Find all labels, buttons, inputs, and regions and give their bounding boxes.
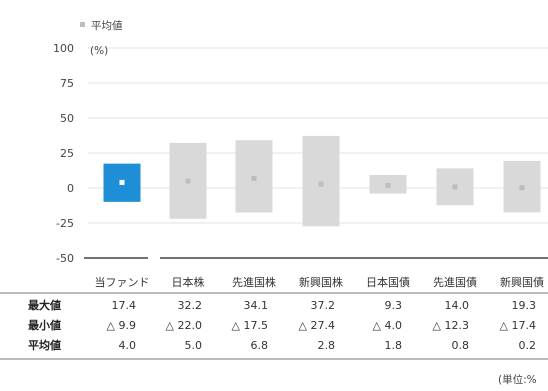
y-tick-label: 100 — [53, 42, 74, 55]
y-tick-label: 75 — [60, 77, 74, 90]
y-axis-unit-label: (%) — [90, 45, 108, 57]
mean-marker — [185, 178, 191, 184]
table-cell: 0.8 — [452, 339, 470, 352]
table-cell: 5.0 — [185, 339, 203, 352]
category-label: 当ファンド — [95, 275, 150, 289]
y-tick-label: -25 — [56, 217, 74, 230]
category-label: 新興国債 — [500, 275, 544, 289]
legend: 平均値 — [80, 19, 123, 32]
table-cell: 32.2 — [178, 299, 203, 312]
mean-marker — [452, 184, 458, 190]
table-cell: 9.3 — [385, 299, 403, 312]
mean-marker — [251, 175, 257, 181]
range-bars — [103, 135, 541, 227]
table-cell: △ 17.5 — [232, 319, 268, 332]
table-cell: △ 9.9 — [107, 319, 136, 332]
mean-marker — [385, 182, 391, 188]
mean-marker — [318, 181, 324, 187]
y-tick-label: 0 — [67, 182, 74, 195]
mean-marker — [119, 179, 125, 185]
category-label: 日本株 — [172, 275, 205, 289]
stats-table: 最大値 17.4 32.2 34.1 37.2 9.3 14.0 19.3 最小値 △ 9.9 △ … — [0, 292, 548, 360]
category-label: 先進国株 — [232, 275, 276, 289]
table-cell: 17.4 — [112, 299, 137, 312]
table-cell: 34.1 — [244, 299, 269, 312]
table-cell: 1.8 — [385, 339, 403, 352]
table-cell: 2.8 — [318, 339, 336, 352]
category-label: 新興国株 — [299, 275, 343, 289]
category-label: 先進国債 — [433, 275, 477, 289]
table-cell: △ 27.4 — [299, 319, 335, 332]
table-cell: △ 12.3 — [433, 319, 469, 332]
y-tick-label: 50 — [60, 112, 74, 125]
y-tick-label: 25 — [60, 147, 74, 160]
table-row-label: 最大値 — [28, 298, 61, 312]
category-labels: 当ファンド 日本株 先進国株 新興国株 日本国債 先進国債 新興国債 — [95, 275, 545, 289]
table-cell: △ 22.0 — [166, 319, 202, 332]
table-cell: △ 4.0 — [373, 319, 402, 332]
table-cell: △ 17.4 — [500, 319, 536, 332]
table-row-label: 最小値 — [28, 318, 61, 332]
table-row-label: 平均値 — [28, 338, 61, 352]
table-cell: 37.2 — [311, 299, 336, 312]
table-cell: 4.0 — [119, 339, 137, 352]
table-cell: 14.0 — [445, 299, 470, 312]
unit-note: (単位:% — [498, 373, 537, 386]
category-label: 日本国債 — [366, 275, 410, 289]
legend-mean-marker-icon — [80, 22, 85, 27]
mean-marker — [519, 185, 525, 191]
y-axis-ticks: 100 75 50 25 0 -25 -50 — [53, 42, 74, 265]
y-tick-label: -50 — [56, 252, 74, 265]
table-cell: 6.8 — [251, 339, 269, 352]
table-cell: 19.3 — [512, 299, 537, 312]
legend-mean-label: 平均値 — [91, 19, 123, 32]
range-bar — [302, 135, 340, 227]
table-cell: 0.2 — [519, 339, 537, 352]
